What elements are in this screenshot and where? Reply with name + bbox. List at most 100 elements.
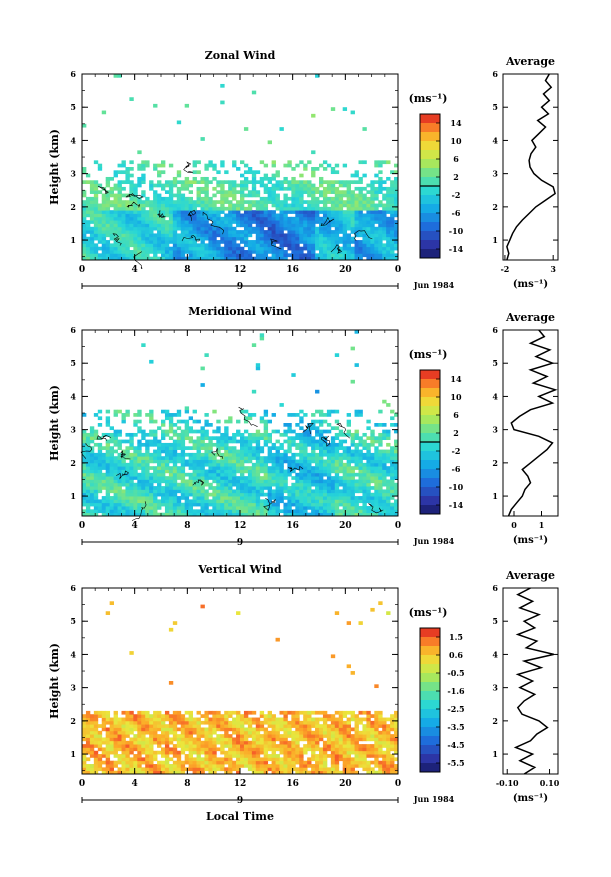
heatmap-cell xyxy=(220,446,224,450)
heatmap-cell xyxy=(197,160,201,164)
heatmap-cell xyxy=(256,446,260,450)
heatmap-cell xyxy=(118,184,122,188)
heatmap-cell xyxy=(177,714,181,718)
heatmap-cell xyxy=(86,499,90,503)
heatmap-cell xyxy=(193,741,197,745)
heatmap-cell xyxy=(331,470,335,474)
heatmap-cell xyxy=(291,184,295,188)
heatmap-cell xyxy=(276,170,280,174)
heatmap-cell xyxy=(244,210,248,214)
heatmap-cell xyxy=(228,767,232,771)
heatmap-cell xyxy=(370,247,374,251)
heatmap-cell xyxy=(106,253,110,257)
heatmap-cell xyxy=(315,197,319,201)
heatmap-cell xyxy=(216,509,220,513)
heatmap-cell xyxy=(291,210,295,214)
heatmap-cell xyxy=(319,184,323,188)
heatmap-cell xyxy=(287,223,291,227)
heatmap-cell xyxy=(240,174,244,178)
heatmap-cell xyxy=(181,718,185,722)
heatmap-cell xyxy=(248,744,252,748)
heatmap-cell xyxy=(311,436,315,440)
heatmap-cell xyxy=(283,240,287,244)
heatmap-cell xyxy=(244,200,248,204)
heatmap-cell xyxy=(331,233,335,237)
heatmap-cell xyxy=(114,731,118,735)
heatmap-cell xyxy=(181,476,185,480)
heatmap-cell xyxy=(351,111,355,115)
heatmap-cell xyxy=(137,150,141,154)
heatmap-cell xyxy=(169,446,173,450)
heatmap-cell xyxy=(153,737,157,741)
heatmap-cell xyxy=(86,714,90,718)
heatmap-cell xyxy=(382,450,386,454)
heatmap-cell xyxy=(351,466,355,470)
colorbar-segment xyxy=(420,249,440,258)
heatmap-cell xyxy=(129,233,133,237)
heatmap-cell xyxy=(149,250,153,254)
heatmap-cell xyxy=(110,210,114,214)
heatmap-cell xyxy=(390,194,394,198)
heatmap-cell xyxy=(362,493,366,497)
heatmap-cell xyxy=(232,479,236,483)
heatmap-cell xyxy=(248,413,252,417)
heatmap-cell xyxy=(125,180,129,184)
heatmap-cell xyxy=(122,506,126,510)
heatmap-cell xyxy=(335,503,339,507)
heatmap-cell xyxy=(173,423,177,427)
heatmap-cell xyxy=(193,499,197,503)
heatmap-cell xyxy=(220,230,224,234)
heatmap-cell xyxy=(153,243,157,247)
heatmap-cell xyxy=(319,503,323,507)
heatmap-cell xyxy=(248,167,252,171)
heatmap-cell xyxy=(185,207,189,211)
heatmap-cell xyxy=(193,453,197,457)
heatmap-cell xyxy=(149,207,153,211)
heatmap-cell xyxy=(331,509,335,513)
heatmap-cell xyxy=(264,210,268,214)
heatmap-cell xyxy=(232,190,236,194)
heatmap-cell xyxy=(157,164,161,168)
heatmap-cell xyxy=(315,210,319,214)
heatmap-cell xyxy=(94,200,98,204)
heatmap-cell xyxy=(331,410,335,414)
heatmap-cell xyxy=(355,220,359,224)
heatmap-cell xyxy=(224,243,228,247)
heatmap-cell xyxy=(335,220,339,224)
heatmap-cell xyxy=(193,761,197,765)
heatmap-cell xyxy=(276,227,280,231)
heatmap-cell xyxy=(204,446,208,450)
heatmap-cell xyxy=(137,751,141,755)
colorbar-segment xyxy=(420,397,440,406)
heatmap-cell xyxy=(161,499,165,503)
heatmap-cell xyxy=(268,453,272,457)
heatmap-cell xyxy=(181,207,185,211)
heatmap-cell xyxy=(165,499,169,503)
heatmap-cell xyxy=(137,230,141,234)
heatmap-cell xyxy=(228,470,232,474)
heatmap-cell xyxy=(137,764,141,768)
heatmap-cell xyxy=(129,230,133,234)
heatmap-cell xyxy=(208,767,212,771)
heatmap-cell xyxy=(129,433,133,437)
heatmap-cell xyxy=(114,509,118,513)
heatmap-cell xyxy=(90,496,94,500)
heatmap-cell xyxy=(386,403,390,407)
heatmap-cell xyxy=(232,243,236,247)
heatmap-cell xyxy=(319,413,323,417)
heatmap-cell xyxy=(351,433,355,437)
heatmap-cell xyxy=(378,456,382,460)
heatmap-cell xyxy=(374,174,378,178)
heatmap-cell xyxy=(173,184,177,188)
heatmap-cell xyxy=(94,506,98,510)
heatmap-cell xyxy=(118,496,122,500)
heatmap-cell xyxy=(355,223,359,227)
heatmap-cell xyxy=(283,223,287,227)
heatmap-cell xyxy=(177,220,181,224)
heatmap-cell xyxy=(133,470,137,474)
heatmap-cell xyxy=(283,233,287,237)
heatmap-cell xyxy=(248,741,252,745)
heatmap-cell xyxy=(224,761,228,765)
colorbar-segment xyxy=(420,370,440,379)
heatmap-cell xyxy=(351,450,355,454)
